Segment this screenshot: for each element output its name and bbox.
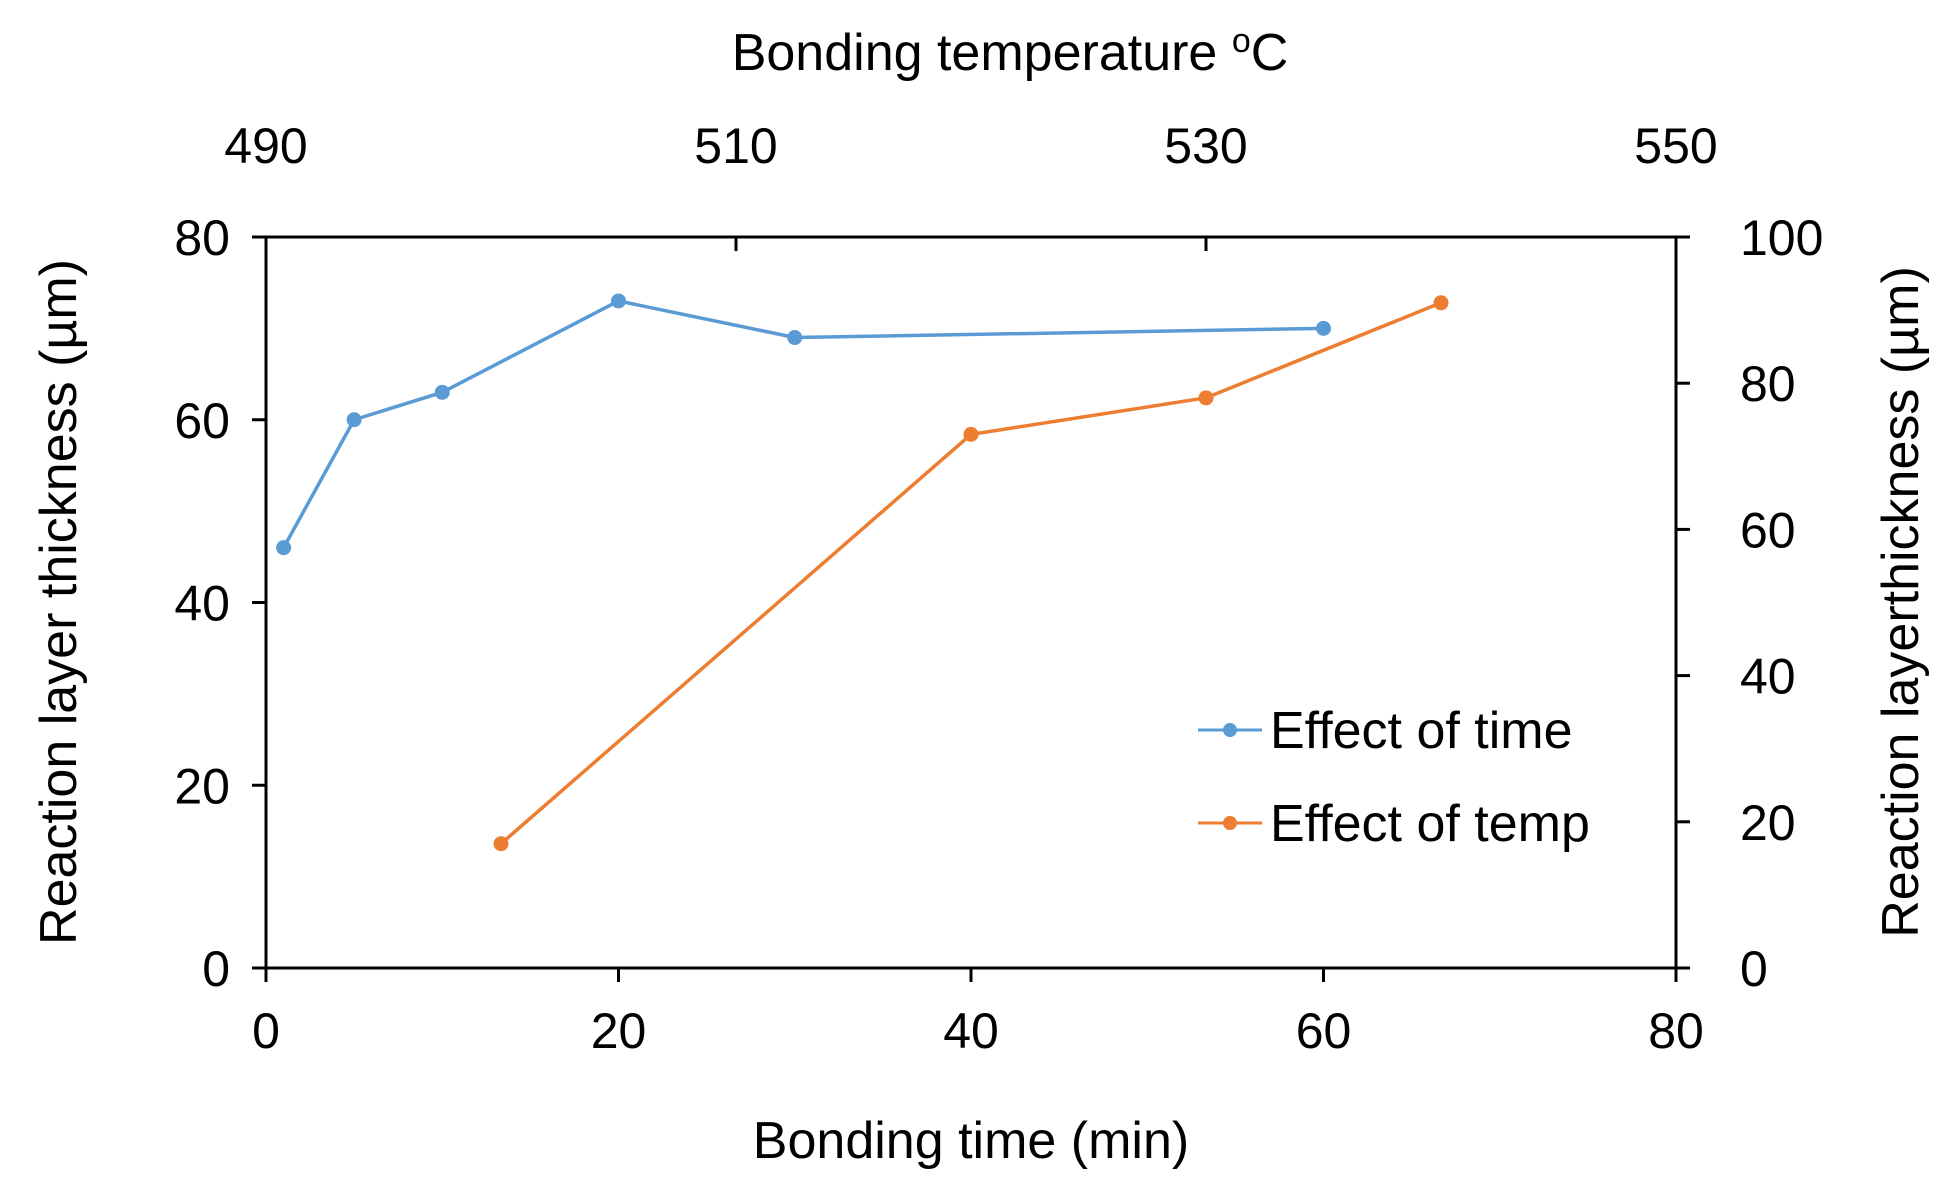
legend-entry-time: Effect of time [1198, 702, 1573, 760]
top-axis-title-text: Bonding temperature [732, 24, 1218, 82]
top-axis-title-unit: C [1251, 24, 1289, 82]
x-top-tick-label: 530 [1164, 118, 1247, 174]
y-right-tick-label: 60 [1740, 502, 1796, 558]
ticks-layer: 0 20 40 60 80 490 510 530 550 0 20 40 60 80 0 20 40 60 80 1… [174, 118, 1823, 1059]
y-right-tick-label: 100 [1740, 210, 1823, 266]
y-left-tick-label: 80 [174, 210, 230, 266]
legend-marker-temp [1223, 816, 1237, 830]
x-bottom-tick-label: 20 [591, 1003, 647, 1059]
data-point-effect-of-temp [1433, 295, 1449, 311]
y-left-tick-label: 60 [174, 393, 230, 449]
right-axis-title: Reaction layerthickness (µm) [1872, 266, 1930, 938]
data-point-effect-of-time [611, 293, 626, 309]
legend: Effect of time Effect of temp [1198, 702, 1590, 853]
data-point-effect-of-time [346, 412, 362, 428]
bottom-axis-title: Bonding time (min) [753, 1112, 1189, 1170]
top-axis-title-degree: o [1232, 22, 1251, 60]
series-line-effect-of-time [282, 299, 1324, 549]
x-top-tick-label: 550 [1634, 118, 1717, 174]
x-bottom-tick-label: 80 [1648, 1003, 1704, 1059]
y-left-tick-label: 0 [202, 941, 230, 997]
x-top-tick-label: 490 [224, 118, 307, 174]
data-point-effect-of-time [787, 330, 803, 346]
y-right-tick-label: 40 [1740, 649, 1796, 705]
left-axis-title: Reaction layer thickness (µm) [30, 259, 88, 945]
x-bottom-tick-label: 0 [252, 1003, 280, 1059]
legend-label-temp: Effect of temp [1270, 795, 1590, 853]
legend-entry-temp: Effect of temp [1198, 795, 1590, 853]
y-left-tick-label: 20 [174, 758, 230, 814]
data-point-effect-of-time [276, 540, 292, 556]
series-line-effect-of-temp [499, 301, 1442, 846]
y-right-tick-label: 20 [1740, 795, 1796, 851]
top-axis-title: Bonding temperature oC [732, 22, 1289, 82]
y-right-tick-label: 0 [1740, 941, 1768, 997]
series-layer [276, 293, 1449, 852]
legend-marker-time [1223, 723, 1237, 737]
y-left-tick-label: 40 [174, 576, 230, 632]
x-bottom-tick-label: 60 [1296, 1003, 1352, 1059]
data-point-effect-of-temp [1198, 390, 1214, 406]
data-point-effect-of-temp [493, 836, 509, 852]
legend-label-time: Effect of time [1270, 702, 1573, 760]
data-point-effect-of-time [434, 384, 450, 400]
data-point-effect-of-time [1316, 320, 1331, 336]
x-top-tick-label: 510 [694, 118, 777, 174]
data-point-effect-of-temp [963, 426, 979, 442]
x-bottom-tick-label: 40 [943, 1003, 999, 1059]
y-right-tick-label: 80 [1740, 356, 1796, 412]
